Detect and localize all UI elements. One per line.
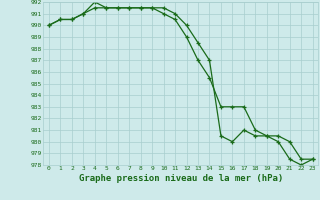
X-axis label: Graphe pression niveau de la mer (hPa): Graphe pression niveau de la mer (hPa): [79, 174, 283, 183]
